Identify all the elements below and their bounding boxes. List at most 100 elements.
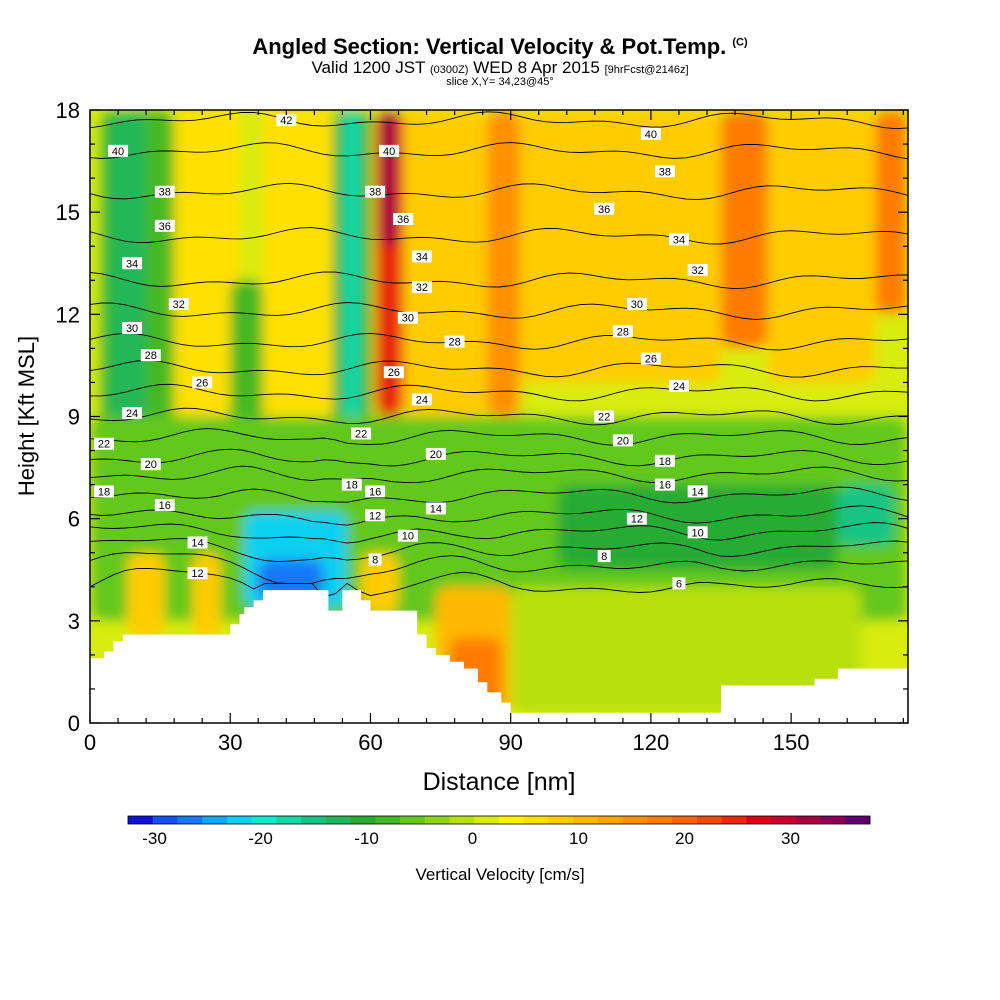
contour-label-text: 32 bbox=[692, 265, 704, 277]
contour-label: 28 bbox=[140, 349, 161, 362]
contour-label-bg bbox=[397, 529, 418, 542]
contour-label-bg bbox=[383, 366, 404, 379]
forecast-info: [9hrFcst@2146z] bbox=[604, 64, 689, 76]
contour-label-bg bbox=[140, 458, 161, 471]
contour-label: 26 bbox=[192, 376, 213, 389]
contour-label-text: 30 bbox=[402, 313, 414, 325]
colorbar-swatch bbox=[325, 816, 352, 824]
y-tick-label: 6 bbox=[68, 507, 80, 532]
contour-label: 20 bbox=[425, 447, 446, 461]
contour-label-text: 10 bbox=[692, 527, 704, 539]
y-tick-label: 3 bbox=[68, 609, 80, 634]
velocity-band bbox=[258, 559, 324, 601]
contour-label-bg bbox=[687, 526, 708, 539]
contour-label-text: 38 bbox=[659, 166, 671, 178]
colorbar-swatch bbox=[499, 816, 525, 824]
contour-label-text: 34 bbox=[673, 234, 685, 246]
colorbar-swatch bbox=[474, 816, 500, 824]
contour-label: 24 bbox=[668, 379, 689, 393]
contour-label-text: 18 bbox=[659, 456, 671, 468]
contour-label: 8 bbox=[597, 550, 611, 563]
contour-label: 38 bbox=[154, 185, 175, 199]
colorbar-tick-label: -20 bbox=[248, 829, 273, 848]
contour-label: 40 bbox=[379, 144, 400, 158]
x-axis: 0 30 60 90 120 150 bbox=[84, 110, 904, 755]
contour-label: 38 bbox=[654, 165, 675, 178]
colorbar-frame bbox=[127, 815, 871, 825]
colorbar-swatch bbox=[301, 816, 327, 824]
x-tick-label: 150 bbox=[773, 730, 810, 755]
contour-label: 20 bbox=[140, 458, 161, 471]
contour-label: 26 bbox=[383, 366, 404, 379]
contour-label-bg bbox=[187, 567, 208, 580]
colorbar-swatch bbox=[573, 816, 599, 824]
contour-label-text: 20 bbox=[145, 459, 157, 471]
contour-label-bg bbox=[122, 257, 143, 270]
contour-label-bg bbox=[668, 379, 689, 392]
colorbar-swatch bbox=[672, 816, 698, 824]
contour-label-text: 38 bbox=[159, 187, 171, 199]
theta-contour bbox=[90, 302, 908, 320]
colorbar-swatch bbox=[548, 816, 574, 824]
contour-label-text: 38 bbox=[369, 187, 381, 199]
contour-label-text: 18 bbox=[346, 480, 358, 492]
contour-label-text: 8 bbox=[372, 555, 378, 567]
contour-label: 6 bbox=[672, 577, 686, 590]
colorbar-swatch bbox=[226, 816, 253, 824]
contour-label-text: 18 bbox=[98, 486, 110, 498]
theta-contour bbox=[90, 383, 908, 402]
x-tick-label: 30 bbox=[218, 730, 242, 755]
colorbar-swatch bbox=[597, 816, 624, 824]
contour-label-text: 14 bbox=[191, 538, 203, 550]
contour-label: 22 bbox=[351, 427, 372, 441]
contour-label-bg bbox=[168, 298, 189, 311]
colorbar-swatch bbox=[251, 816, 277, 824]
contour-label-text: 16 bbox=[369, 486, 381, 498]
theta-contour bbox=[90, 538, 908, 563]
velocity-band bbox=[487, 110, 521, 417]
contour-label-bg bbox=[94, 437, 115, 450]
contour-label-bg bbox=[425, 447, 446, 460]
contour-label-bg bbox=[597, 550, 611, 563]
contour-label-text: 12 bbox=[191, 568, 203, 580]
contour-label-text: 28 bbox=[448, 337, 460, 349]
contour-label-bg bbox=[626, 512, 647, 525]
colorbar-label: Vertical Velocity [cm/s] bbox=[415, 865, 584, 884]
contour-label-text: 36 bbox=[159, 221, 171, 233]
contour-label-bg bbox=[351, 427, 372, 440]
contour-label-bg bbox=[154, 185, 175, 198]
slice-info: slice X,Y= 34,23@45° bbox=[446, 76, 554, 88]
contour-label: 34 bbox=[411, 250, 432, 263]
colorbar-swatch bbox=[845, 816, 871, 824]
contour-labels: 42 40 40 40 38 38 38 36 36 36 34 34 34 32 32 32 30 30 30 28… bbox=[94, 114, 708, 590]
contour-label-text: 36 bbox=[598, 204, 610, 216]
valid-prefix: Valid 1200 JST bbox=[311, 58, 426, 77]
velocity-band bbox=[837, 484, 894, 546]
contour-label-bg bbox=[654, 478, 675, 491]
colorbar-swatch bbox=[523, 816, 549, 824]
contour-label-bg bbox=[687, 485, 708, 498]
theta-contour bbox=[90, 271, 908, 290]
colorbar-swatch bbox=[177, 816, 203, 824]
contour-label-text: 12 bbox=[631, 514, 643, 526]
contour-label: 38 bbox=[365, 185, 386, 199]
contour-label-text: 22 bbox=[98, 439, 110, 451]
contour-label: 16 bbox=[154, 499, 175, 512]
contour-label-text: 20 bbox=[430, 449, 442, 461]
contour-label-bg bbox=[668, 233, 689, 246]
contour-label-bg bbox=[687, 264, 708, 277]
velocity-band bbox=[262, 110, 334, 485]
valid-time: Valid 1200 JST (0300Z) WED 8 Apr 2015 [9… bbox=[0, 58, 1000, 78]
contour-label: 40 bbox=[108, 144, 129, 158]
contour-label: 12 bbox=[365, 509, 386, 522]
theta-contour bbox=[90, 407, 908, 426]
contour-label-bg bbox=[654, 165, 675, 178]
contour-label: 14 bbox=[687, 485, 708, 498]
theta-contour bbox=[90, 567, 908, 598]
theta-contour bbox=[90, 505, 908, 526]
contour-label-bg bbox=[368, 553, 382, 566]
y-tick-label: 18 bbox=[56, 98, 80, 123]
contour-label-bg bbox=[397, 311, 418, 324]
colorbar-swatch bbox=[350, 816, 376, 824]
contour-label-text: 42 bbox=[280, 115, 292, 127]
